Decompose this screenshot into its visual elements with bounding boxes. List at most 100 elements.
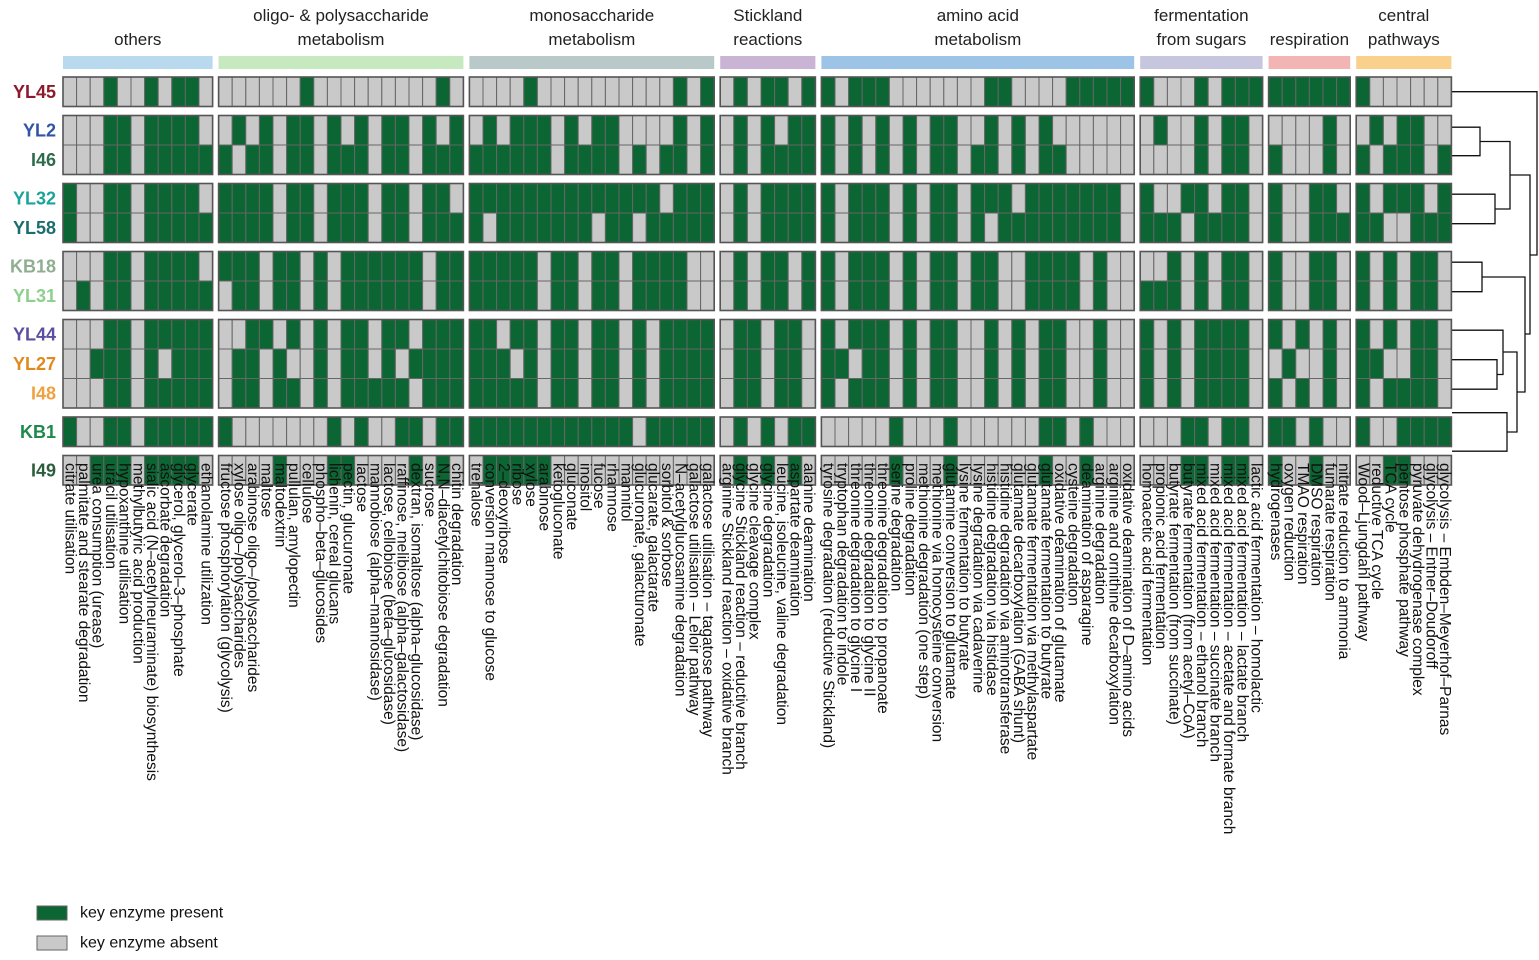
cell	[875, 144, 890, 175]
cell	[787, 378, 803, 409]
group-title: metabolism	[934, 30, 1021, 49]
cell	[1221, 319, 1236, 350]
cell	[76, 115, 91, 146]
cell	[1180, 76, 1196, 107]
cell	[1079, 76, 1094, 107]
cell	[1207, 212, 1223, 243]
cell	[468, 115, 484, 146]
cell	[1369, 280, 1384, 311]
cell	[1268, 115, 1283, 146]
cell	[902, 115, 918, 146]
dendrogram	[1452, 91, 1538, 452]
cell	[956, 115, 972, 146]
cell	[89, 212, 105, 243]
cell	[1221, 76, 1236, 107]
column-label: chitin degradation	[448, 463, 465, 585]
cell	[801, 144, 816, 175]
group-color-bar	[821, 56, 1135, 69]
cell	[435, 319, 451, 350]
cell	[509, 348, 525, 379]
cell	[746, 378, 762, 409]
cell	[645, 319, 661, 350]
cell	[875, 319, 890, 350]
cell	[929, 280, 945, 311]
cell	[604, 251, 620, 282]
cell	[1166, 416, 1182, 447]
cell	[1268, 212, 1283, 243]
cell	[435, 144, 451, 175]
cell	[820, 144, 836, 175]
cell	[564, 280, 579, 311]
cell	[997, 378, 1013, 409]
cell	[408, 319, 424, 350]
cell	[1180, 212, 1196, 243]
cell	[1308, 212, 1324, 243]
cell	[422, 378, 437, 409]
cell	[1355, 251, 1371, 282]
cell	[604, 416, 620, 447]
cell	[171, 280, 186, 311]
cell	[496, 280, 511, 311]
cell	[1180, 251, 1196, 282]
cell	[1437, 115, 1452, 146]
cell	[468, 212, 484, 243]
cell	[245, 144, 260, 175]
cell	[1153, 144, 1168, 175]
cell	[1194, 115, 1209, 146]
column-label: proline degradation	[901, 463, 918, 596]
cell	[1268, 280, 1283, 311]
cell	[89, 378, 105, 409]
cell	[632, 183, 647, 214]
cell	[591, 416, 606, 447]
cell	[1221, 416, 1236, 447]
cell	[1153, 280, 1168, 311]
cell	[1437, 212, 1452, 243]
cell	[157, 76, 173, 107]
cell	[956, 416, 972, 447]
cell	[144, 416, 159, 447]
cell	[1038, 115, 1054, 146]
cell	[1079, 416, 1094, 447]
block-border	[62, 182, 214, 244]
cell	[130, 280, 146, 311]
column-label: histidine degradation via histidase	[983, 463, 1000, 696]
cell	[523, 348, 538, 379]
cell	[326, 144, 342, 175]
cell	[171, 183, 186, 214]
cell	[313, 348, 328, 379]
cell	[1234, 76, 1250, 107]
cell	[1038, 348, 1054, 379]
cell	[1011, 76, 1026, 107]
cell	[258, 115, 274, 146]
cell	[1194, 144, 1209, 175]
cell	[1079, 319, 1094, 350]
cell	[340, 115, 356, 146]
cell	[1248, 115, 1264, 146]
cell	[550, 251, 566, 282]
cell	[408, 416, 424, 447]
cell	[449, 378, 464, 409]
column-label: citrate utilisation	[61, 463, 78, 574]
cell	[1106, 416, 1122, 447]
cell	[1410, 251, 1425, 282]
cell	[1120, 183, 1135, 214]
cell	[760, 348, 776, 379]
cell	[820, 212, 836, 243]
cell	[354, 280, 369, 311]
cell	[1120, 280, 1135, 311]
cell	[1106, 280, 1122, 311]
cell	[1092, 280, 1108, 311]
cell	[76, 251, 91, 282]
cell	[1281, 378, 1297, 409]
cell	[76, 76, 91, 107]
cell	[746, 251, 762, 282]
cell	[313, 183, 328, 214]
cell	[1268, 183, 1283, 214]
cell	[787, 319, 803, 350]
cell	[496, 144, 511, 175]
cell	[943, 319, 958, 350]
cell	[198, 348, 214, 379]
cell	[1248, 144, 1264, 175]
cell	[509, 183, 525, 214]
column-label: TMAO respiration	[1294, 463, 1311, 584]
